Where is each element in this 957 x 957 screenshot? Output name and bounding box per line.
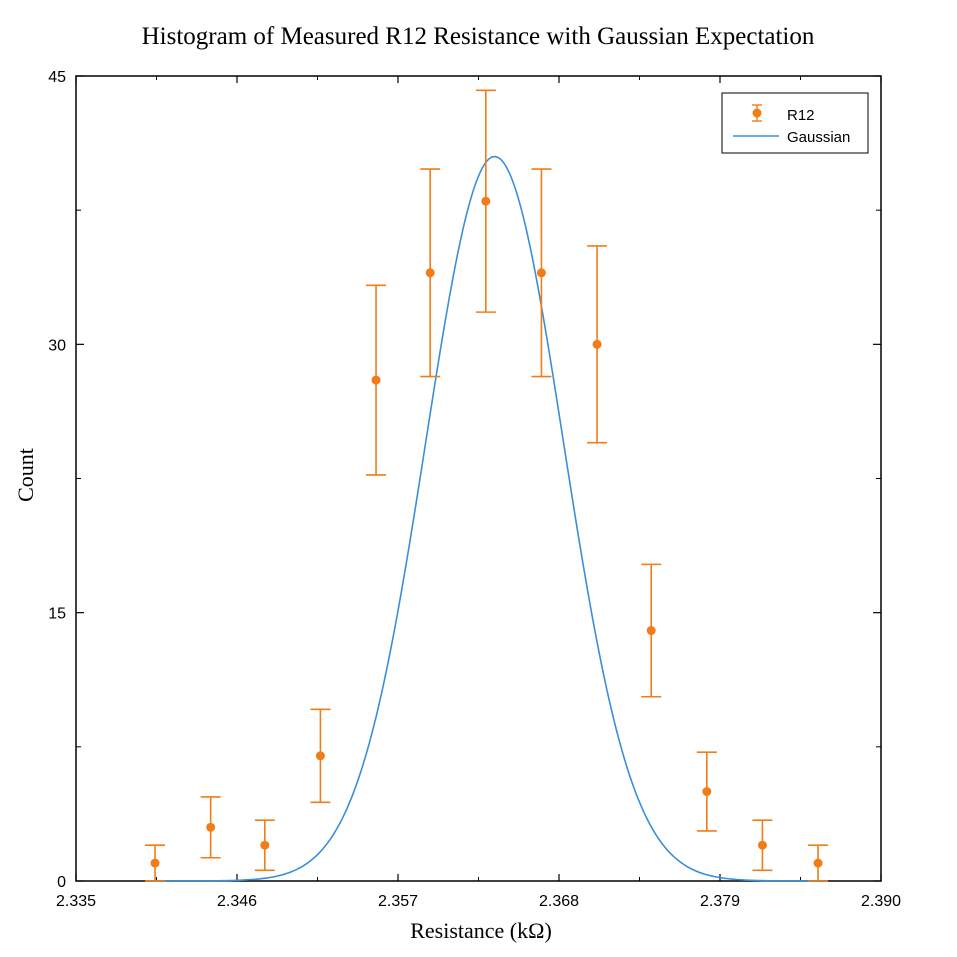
data-point <box>757 840 767 850</box>
x-tick-label: 2.390 <box>861 893 901 910</box>
ticks-layer: 2.335 2.346 2.357 2.368 2.379 2.390 0 15 30 45 <box>48 69 901 910</box>
y-axis-label: Count <box>13 448 38 502</box>
data-point <box>371 375 381 385</box>
data-point <box>425 268 435 278</box>
data-point <box>702 787 712 797</box>
legend: R12 Gaussian <box>721 92 869 154</box>
data-point <box>646 626 656 636</box>
data-point <box>592 339 602 349</box>
x-axis-label: Resistance (kΩ) <box>410 918 552 943</box>
x-tick-label: 2.379 <box>700 893 740 910</box>
chart-title: Histogram of Measured R12 Resistance wit… <box>142 23 815 50</box>
x-tick-label: 2.368 <box>539 893 579 910</box>
data-point <box>315 751 325 761</box>
data-point <box>150 858 160 868</box>
data-point <box>813 858 823 868</box>
legend-r12-label: R12 <box>787 107 815 124</box>
legend-point <box>752 108 762 118</box>
y-tick-label: 0 <box>57 874 66 891</box>
x-tick-label: 2.357 <box>378 893 418 910</box>
data-point <box>260 840 270 850</box>
y-tick-label: 15 <box>48 606 66 623</box>
x-tick-label: 2.335 <box>56 893 96 910</box>
data-point <box>206 822 216 832</box>
x-tick-label: 2.346 <box>217 893 257 910</box>
legend-box <box>721 92 869 154</box>
y-tick-label: 45 <box>48 69 66 86</box>
legend-gaussian-label: Gaussian <box>787 129 850 146</box>
legend-r12-marker <box>752 104 762 122</box>
plot-frame <box>75 75 882 882</box>
data-point <box>536 268 546 278</box>
errorbar-layer <box>145 89 829 882</box>
y-tick-label: 30 <box>48 337 66 354</box>
data-point <box>481 196 491 206</box>
